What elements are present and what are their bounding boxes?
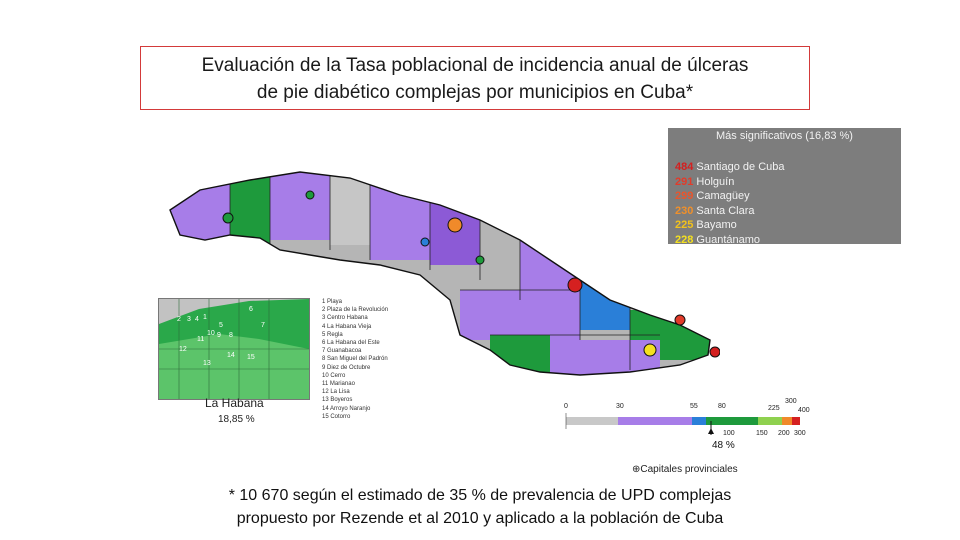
stats-city: Santiago de Cuba <box>696 161 785 173</box>
havana-inset-map: 1 2 3 4 5 6 7 8 9 10 11 12 13 14 15 <box>159 299 309 399</box>
stats-value: 291 <box>675 175 694 188</box>
scale-tick-225: 225 <box>768 405 780 412</box>
municipality-item: 12 La Lisa <box>322 389 350 396</box>
inset-num-2: 2 <box>177 316 181 323</box>
stats-value: 484 <box>675 161 694 173</box>
region-patch-green-1 <box>230 172 270 250</box>
footnote: * 10 670 según el estimado de 35 % de pr… <box>170 484 790 530</box>
stats-row: 484 Santiago de Cuba <box>668 160 901 175</box>
inset-num-13: 13 <box>203 360 211 367</box>
scale-bar-svg: 0 30 55 80 225 300 400 100 150 200 300 <box>564 398 810 437</box>
municipality-item: 6 La Habana del Este <box>322 340 380 347</box>
stats-city: Guantánamo <box>696 233 761 246</box>
inset-num-6: 6 <box>249 306 253 313</box>
scale-bottom-300: 300 <box>794 430 806 437</box>
region-patch-gray-1 <box>330 175 370 245</box>
municipality-item: 3 Centro Habana <box>322 315 368 322</box>
inset-label: La Habana <box>205 396 264 410</box>
capitals-legend: ⊕Capitales provinciales <box>632 464 738 475</box>
inset-num-11: 11 <box>197 336 204 343</box>
footnote-line-2: propuesto por Rezende et al 2010 y aplic… <box>236 510 724 527</box>
inset-num-8: 8 <box>229 332 233 339</box>
stats-city: Bayamo <box>696 219 737 232</box>
stats-row: 230 Santa Clara <box>668 204 901 219</box>
scale-bottom-150: 150 <box>756 430 768 437</box>
inset-num-15: 15 <box>247 354 255 361</box>
municipality-item: 8 San Miguel del Padrón <box>322 356 388 363</box>
stats-row: 299 Camagüey <box>668 189 901 204</box>
capitals-legend-label: Capitales provinciales <box>640 464 738 475</box>
inset-num-12: 12 <box>179 346 187 353</box>
stats-value: 228 <box>675 233 694 246</box>
cuba-outline <box>169 171 711 376</box>
municipality-item: 1 Playa <box>322 299 343 305</box>
scale-tick-55: 55 <box>690 403 698 410</box>
inset-num-1: 1 <box>203 314 207 321</box>
region-patch-purple-2 <box>370 180 430 260</box>
scale-tick-0: 0 <box>564 403 568 410</box>
region-patch-purple-1 <box>270 172 330 240</box>
municipality-item: 7 Guanabacoa <box>322 348 362 355</box>
municipality-item: 4 La Habana Vieja <box>322 323 372 330</box>
inset-num-7: 7 <box>261 322 265 329</box>
municipality-item: 13 Boyeros <box>322 397 353 404</box>
marker-percent: 48 % <box>712 440 735 451</box>
cuba-map <box>160 150 721 395</box>
region-patch-green-3 <box>490 335 550 375</box>
stats-city: Holguín <box>696 175 735 188</box>
scale-tick-300: 300 <box>785 398 797 405</box>
inset-num-9: 9 <box>217 332 221 339</box>
stats-row: 291 Holguín <box>668 175 901 190</box>
title-box: Evaluación de la Tasa poblacional de inc… <box>140 46 810 110</box>
municipality-item: 11 Marianao <box>322 381 355 388</box>
scale-bottom-200: 200 <box>778 430 790 437</box>
title-line-2: de pie diabético complejas por municipio… <box>256 82 694 103</box>
municipality-item: 9 Diez de Octubre <box>322 364 371 371</box>
stats-header: Más significativos (16,83 %) <box>716 130 853 142</box>
stats-city: Camagüey <box>696 190 750 203</box>
stats-row: 228 Guantánamo <box>668 233 901 248</box>
region-patch-purple-6 <box>540 340 660 375</box>
stats-value: 225 <box>675 219 694 232</box>
inset-num-10: 10 <box>207 330 215 337</box>
inset-num-5: 5 <box>219 322 223 329</box>
municipality-list: 1 Playa 2 Plaza de la Revolución 3 Centro … <box>322 298 388 421</box>
stats-row: 225 Bayamo <box>668 218 901 233</box>
cuba-map-svg <box>169 171 721 376</box>
title-line-1: Evaluación de la Tasa poblacional de inc… <box>201 55 749 76</box>
stats-city: Santa Clara <box>696 204 755 217</box>
scale-tick-400: 400 <box>798 407 810 414</box>
stats-rows: 484 Santiago de Cuba 291 Holguín 299 Camag… <box>668 160 901 248</box>
municipality-item: 14 Arroyo Naranjo <box>322 405 371 412</box>
stats-panel: Más significativos (16,83 %) 484 Santiag… <box>668 128 901 246</box>
municipality-item: 15 Cotorro <box>322 413 351 420</box>
inset-num-14: 14 <box>227 352 235 359</box>
inset-num-3: 3 <box>187 316 191 323</box>
inset-num-4: 4 <box>195 316 199 323</box>
capital-marker-icon: ⊕ <box>632 464 641 475</box>
stats-value: 299 <box>675 190 694 203</box>
stats-value: 230 <box>675 204 694 217</box>
scale-bottom-100: 100 <box>723 430 735 437</box>
capital-markers <box>222 190 721 358</box>
havana-inset: 1 2 3 4 5 6 7 8 9 10 11 12 13 14 15 <box>158 298 310 400</box>
municipality-item: 5 Regla <box>322 331 343 338</box>
scale-tick-80: 80 <box>718 403 726 410</box>
scale-bar: 0 30 55 80 225 300 400 100 150 200 300 <box>560 395 820 455</box>
municipality-item: 2 Plaza de la Revolución <box>322 307 389 314</box>
inset-percent: 18,85 % <box>218 414 255 425</box>
municipality-item: 10 Cerro <box>322 372 346 379</box>
scale-tick-30: 30 <box>616 403 624 410</box>
region-patch-gray-2 <box>480 210 520 270</box>
footnote-line-1: * 10 670 según el estimado de 35 % de pr… <box>228 487 732 504</box>
